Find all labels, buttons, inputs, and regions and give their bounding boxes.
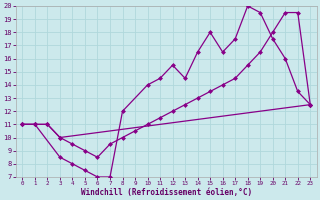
X-axis label: Windchill (Refroidissement éolien,°C): Windchill (Refroidissement éolien,°C)	[81, 188, 252, 197]
